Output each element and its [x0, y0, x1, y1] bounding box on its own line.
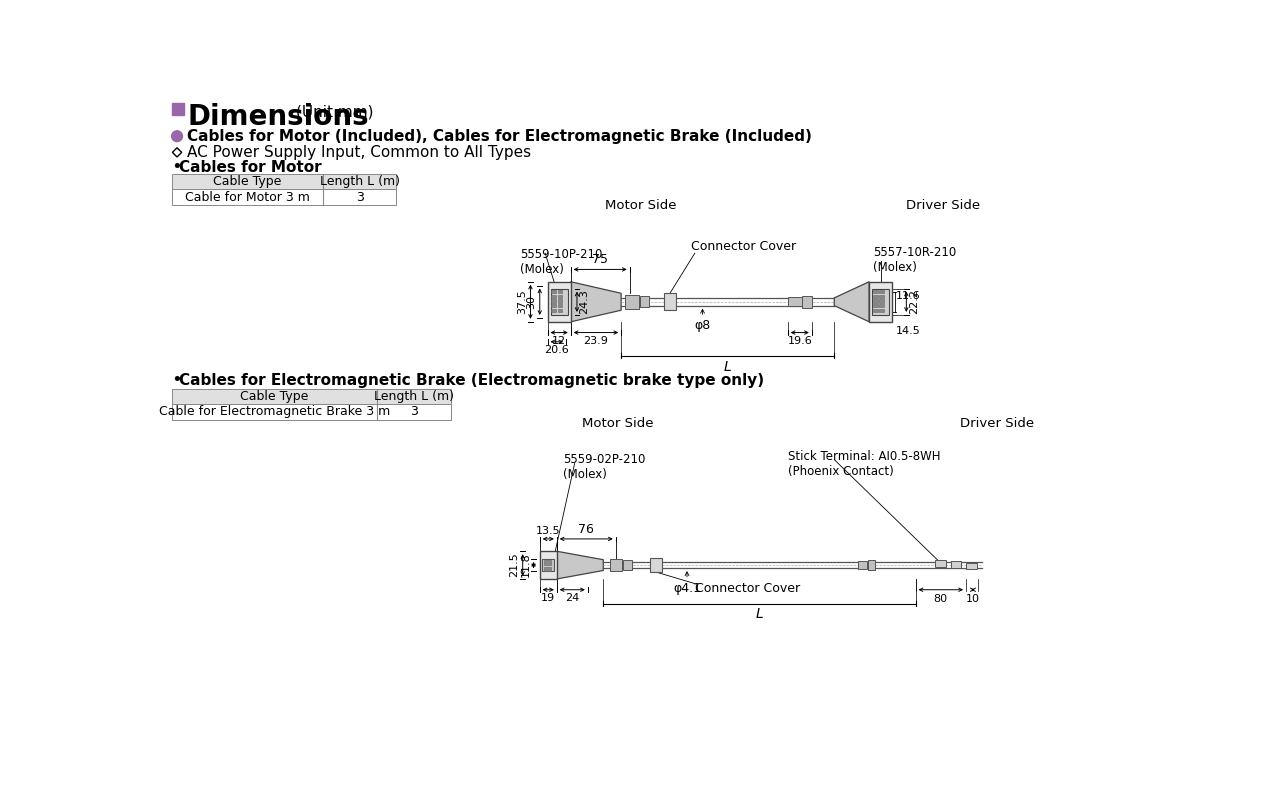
Bar [869, 281, 892, 322]
Text: 21.5: 21.5 [509, 553, 520, 577]
Text: 11.6: 11.6 [896, 291, 920, 301]
Bar [544, 567, 552, 572]
Text: Length L (m): Length L (m) [320, 175, 399, 188]
Polygon shape [557, 551, 603, 579]
Circle shape [172, 131, 183, 142]
Text: L: L [723, 359, 732, 374]
Bar [172, 389, 451, 404]
Bar [625, 295, 639, 308]
Bar [550, 289, 567, 315]
Text: Cable Type: Cable Type [241, 390, 308, 403]
Text: Cable for Electromagnetic Brake 3 m: Cable for Electromagnetic Brake 3 m [159, 405, 390, 418]
Text: •: • [172, 371, 182, 390]
Text: Cables for Motor: Cables for Motor [179, 160, 321, 175]
Text: 5559-10P-210
(Molex): 5559-10P-210 (Molex) [521, 248, 603, 276]
Bar [609, 559, 622, 572]
Text: 13.5: 13.5 [536, 525, 561, 536]
Text: 75: 75 [593, 254, 608, 266]
Text: 3: 3 [356, 191, 364, 204]
Bar [934, 560, 946, 568]
Text: Motor Side: Motor Side [581, 417, 653, 430]
Text: 80: 80 [933, 594, 948, 603]
Text: 19.6: 19.6 [787, 335, 812, 346]
Text: L: L [755, 607, 763, 622]
Bar [548, 281, 571, 322]
Text: 22.2: 22.2 [909, 289, 919, 314]
Bar [787, 297, 801, 306]
Bar [966, 563, 977, 569]
Text: Connector Cover: Connector Cover [691, 240, 796, 254]
Bar [552, 295, 556, 298]
Text: 14.5: 14.5 [896, 326, 922, 335]
Text: 5557-10R-210
(Molex): 5557-10R-210 (Molex) [873, 246, 956, 273]
Text: Driver Side: Driver Side [960, 417, 1034, 430]
Text: AC Power Supply Input, Common to All Types: AC Power Supply Input, Common to All Typ… [187, 145, 531, 160]
Bar [540, 551, 557, 579]
Bar [622, 560, 632, 570]
Text: Length L (m): Length L (m) [374, 390, 454, 403]
Bar [873, 300, 878, 303]
Bar [558, 300, 562, 303]
Bar [879, 295, 884, 298]
Bar [868, 560, 876, 570]
Bar [558, 290, 562, 293]
Polygon shape [571, 281, 621, 322]
Text: Cable for Motor 3 m: Cable for Motor 3 m [184, 191, 310, 204]
Text: 24: 24 [566, 593, 580, 603]
Text: Cable Type: Cable Type [212, 175, 282, 188]
Bar [552, 308, 556, 312]
Bar [803, 296, 812, 308]
Bar [873, 290, 878, 293]
Bar [858, 561, 867, 569]
Bar [558, 295, 562, 298]
Text: 3: 3 [410, 405, 417, 418]
Text: 30: 30 [526, 295, 536, 308]
Text: Dimensions: Dimensions [188, 103, 370, 131]
Bar [558, 304, 562, 307]
Bar [558, 308, 562, 312]
Text: φ4.1: φ4.1 [673, 582, 701, 595]
Text: 10: 10 [966, 594, 980, 603]
Text: 19: 19 [541, 593, 556, 603]
Bar [544, 560, 552, 565]
Bar [873, 304, 878, 307]
Bar [552, 290, 556, 293]
Bar [951, 561, 961, 568]
Text: Connector Cover: Connector Cover [695, 582, 800, 595]
Text: 24.3: 24.3 [580, 289, 589, 314]
Bar [640, 297, 649, 307]
Bar [873, 295, 878, 298]
Bar [650, 558, 662, 572]
Bar [552, 304, 556, 307]
Text: 5559-02P-210
(Molex): 5559-02P-210 (Molex) [563, 453, 645, 482]
Bar [879, 300, 884, 303]
Bar [172, 189, 397, 205]
Bar [879, 290, 884, 293]
Text: 11.8: 11.8 [521, 553, 530, 577]
Polygon shape [835, 281, 869, 322]
Bar [879, 308, 884, 312]
Text: 76: 76 [579, 523, 594, 536]
Bar [664, 293, 676, 310]
Text: 12: 12 [552, 335, 566, 346]
Text: φ8: φ8 [694, 319, 710, 332]
Text: Cables for Electromagnetic Brake (Electromagnetic brake type only): Cables for Electromagnetic Brake (Electr… [179, 373, 764, 388]
Text: (Unit mm): (Unit mm) [296, 105, 374, 119]
Text: Cables for Motor (Included), Cables for Electromagnetic Brake (Included): Cables for Motor (Included), Cables for … [187, 129, 812, 144]
Bar [879, 304, 884, 307]
Text: 20.6: 20.6 [544, 345, 570, 355]
Bar [172, 404, 451, 420]
Text: •: • [172, 158, 182, 176]
Text: 23.9: 23.9 [584, 335, 608, 346]
Text: 37.5: 37.5 [517, 289, 527, 314]
Bar [872, 289, 890, 315]
Bar [541, 559, 554, 572]
Bar [172, 174, 397, 189]
Bar [552, 300, 556, 303]
Bar [873, 308, 878, 312]
Text: Motor Side: Motor Side [604, 200, 676, 212]
Text: Driver Side: Driver Side [906, 200, 979, 212]
Bar [172, 103, 184, 115]
Text: Stick Terminal: AI0.5-8WH
(Phoenix Contact): Stick Terminal: AI0.5-8WH (Phoenix Conta… [787, 450, 941, 478]
